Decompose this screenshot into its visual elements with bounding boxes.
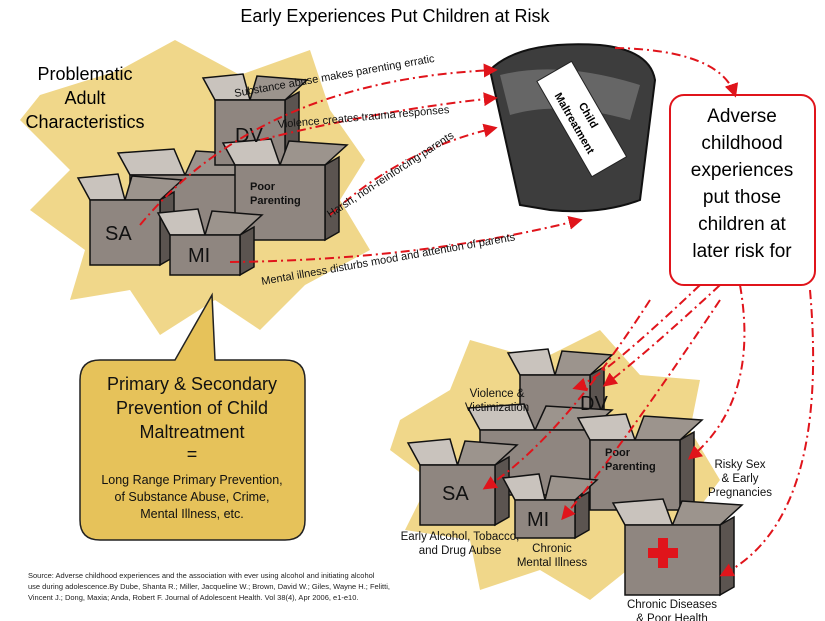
adult-label: Adult: [64, 88, 105, 108]
adverse-label: put those: [703, 187, 781, 208]
diagram: DVPoorParentingSAMIDVPoorParentingSAMI E…: [0, 0, 825, 621]
prevention-heading: Prevention of Child: [116, 398, 268, 418]
outcome-label: Pregnancies: [708, 487, 772, 499]
box-label: MI: [188, 245, 210, 267]
box-side: [575, 492, 589, 538]
adult-label: Characteristics: [25, 112, 144, 132]
body: {"title":"Early Experiences Put Children…: [0, 0, 825, 621]
page: html, body { margin: 0; padding: 0; back…: [0, 0, 825, 621]
outcome-label: Early Alcohol, Tobacco,: [401, 531, 520, 543]
outcome-label: Violence &: [470, 388, 525, 400]
box-side: [680, 432, 694, 510]
outcome-label: Chronic: [532, 543, 572, 555]
box-label: SA: [442, 483, 469, 505]
box-front: [590, 440, 680, 510]
box-label: DV: [580, 393, 608, 415]
outcome-label: Chronic Diseases: [627, 599, 717, 611]
title: Early Experiences Put Children at Risk: [240, 6, 550, 26]
adverse-label: children at: [698, 214, 786, 235]
arrow: [690, 285, 744, 458]
box-front: [625, 525, 720, 595]
outcome-label: & Early: [721, 473, 758, 485]
source-line: Vincent J.; Dong, Maxia; Anda, Robert F.…: [28, 593, 358, 602]
box-flap: [118, 149, 185, 175]
adverse-label: childhood: [701, 133, 782, 154]
prevention-heading: Primary & Secondary: [107, 374, 277, 394]
prevention-body: Mental Illness, etc.: [140, 507, 244, 521]
box-side: [495, 457, 509, 525]
box-label: Parenting: [250, 195, 301, 207]
box-label: SA: [105, 223, 132, 245]
box-side: [325, 157, 339, 240]
box-label: Poor: [250, 181, 276, 193]
outcome-label: and Drug Aubse: [419, 545, 501, 557]
box-side: [240, 227, 254, 275]
prevention-heading: Maltreatment: [139, 422, 244, 442]
prevention-body: Long Range Primary Prevention,: [101, 473, 282, 487]
outcome-label: Mental Illness: [517, 557, 588, 569]
adverse-label: Adverse: [707, 106, 777, 127]
outcome-label: & Poor Health: [636, 613, 708, 621]
prevention-body: of Substance Abuse, Crime,: [115, 490, 270, 504]
prevention-equals: =: [187, 444, 198, 464]
outcome-label: Risky Sex: [714, 459, 765, 471]
arrow: [722, 290, 813, 575]
adverse-label: later risk for: [692, 241, 792, 262]
outcome-label: Victimization: [465, 402, 529, 414]
box-label: MI: [527, 509, 549, 531]
source-line: Source: Adverse childhood experiences an…: [28, 571, 375, 580]
box-label: Poor: [605, 447, 631, 459]
box-side: [720, 517, 734, 595]
adverse-label: experiences: [691, 160, 793, 181]
source-line: use during adolescence.By Dube, Shanta R…: [28, 582, 390, 591]
red-cross: [658, 538, 668, 568]
box-label: Parenting: [605, 461, 656, 473]
adult-label: Problematic: [37, 64, 132, 84]
